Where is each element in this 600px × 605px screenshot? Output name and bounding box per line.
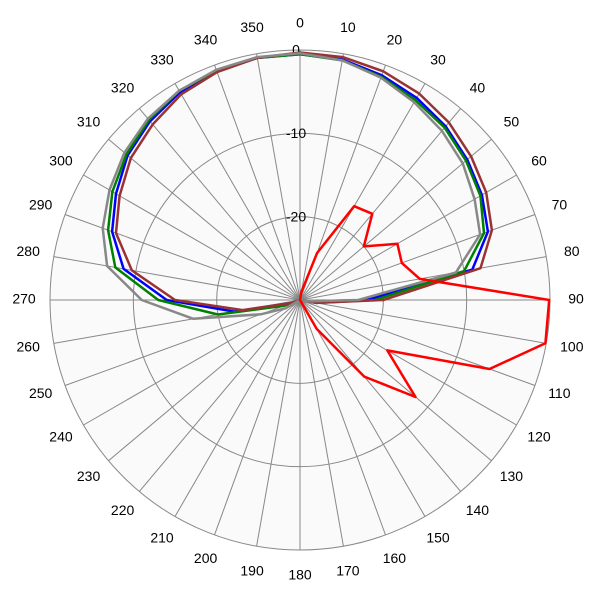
- angle-label: 80: [564, 243, 580, 259]
- angle-label: 340: [194, 31, 218, 47]
- angle-label: 20: [387, 31, 403, 47]
- angle-label: 150: [426, 530, 450, 546]
- spoke: [299, 299, 547, 344]
- angle-label: 230: [77, 468, 101, 484]
- spoke: [108, 299, 301, 462]
- spoke: [299, 299, 517, 426]
- angle-label: 300: [49, 153, 73, 169]
- angle-label: 120: [527, 429, 551, 445]
- spoke: [256, 299, 301, 547]
- angle-label: 90: [568, 291, 584, 307]
- pattern-line: [101, 52, 482, 321]
- angle-label: 190: [240, 563, 264, 579]
- angle-label: 210: [150, 530, 174, 546]
- spoke: [108, 138, 301, 301]
- spoke: [299, 299, 536, 386]
- ring: [132, 132, 468, 468]
- spoke: [299, 299, 344, 547]
- spoke: [299, 108, 462, 301]
- spoke: [64, 214, 301, 301]
- spoke: [214, 299, 301, 536]
- r-tick-label: 0: [292, 42, 300, 58]
- spoke: [299, 299, 462, 492]
- spoke: [138, 108, 301, 301]
- spoke: [299, 214, 536, 301]
- spoke: [299, 53, 344, 301]
- spoke: [299, 83, 426, 301]
- r-tick-label: -10: [286, 125, 306, 141]
- spoke: [299, 299, 492, 462]
- spoke: [299, 299, 426, 517]
- angle-label: 250: [29, 385, 53, 401]
- angle-label: 70: [552, 196, 568, 212]
- angle-label: 290: [29, 196, 53, 212]
- angle-label: 100: [560, 339, 584, 355]
- angle-label: 180: [288, 567, 312, 583]
- angle-label: 170: [336, 563, 360, 579]
- angle-label: 240: [49, 429, 73, 445]
- spoke: [138, 299, 301, 492]
- angle-label: 260: [17, 339, 41, 355]
- angle-label: 130: [500, 468, 524, 484]
- angle-label: 320: [111, 79, 135, 95]
- angle-label: 280: [17, 243, 41, 259]
- angle-label: 30: [430, 52, 446, 68]
- spoke: [174, 299, 301, 517]
- angle-label: 10: [340, 19, 356, 35]
- angle-label: 350: [240, 19, 264, 35]
- spoke: [174, 83, 301, 301]
- angle-label: 50: [504, 113, 520, 129]
- angle-label: 310: [77, 113, 101, 129]
- angle-label: 110: [548, 385, 571, 401]
- angle-label: 160: [383, 550, 407, 566]
- pattern-line: [298, 204, 551, 399]
- angle-label: 270: [12, 291, 36, 307]
- spoke: [83, 299, 301, 426]
- spoke: [53, 256, 301, 301]
- angle-label: 0: [296, 15, 304, 31]
- angle-label: 40: [470, 79, 486, 95]
- spoke: [299, 138, 492, 301]
- angle-label: 330: [150, 52, 174, 68]
- angle-label: 220: [111, 502, 135, 518]
- angle-label: 140: [466, 502, 490, 518]
- spoke: [256, 53, 301, 301]
- spoke: [214, 64, 301, 301]
- spoke: [299, 299, 386, 536]
- r-tick-label: -20: [286, 208, 306, 224]
- angle-label: 200: [194, 550, 218, 566]
- angle-label: 60: [531, 153, 547, 169]
